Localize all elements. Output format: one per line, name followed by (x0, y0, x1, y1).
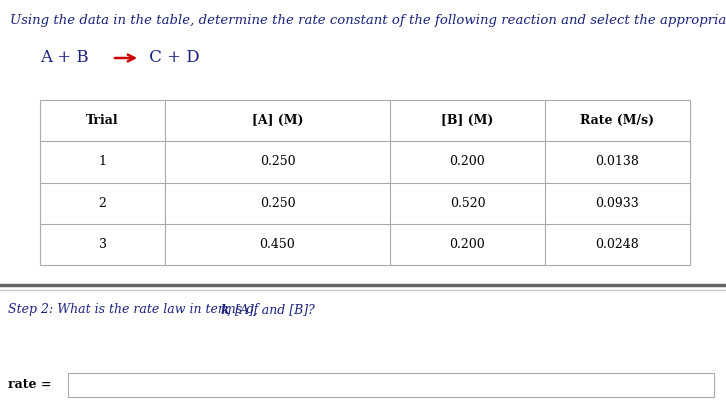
Text: 0.0248: 0.0248 (595, 238, 640, 251)
Bar (68, 373, 714, 397)
Text: 0.200: 0.200 (449, 155, 486, 168)
Text: 0.250: 0.250 (260, 155, 295, 168)
Text: 0.200: 0.200 (449, 238, 486, 251)
Text: , [A], and [B]?: , [A], and [B]? (227, 303, 315, 316)
Text: [A] (M): [A] (M) (252, 114, 303, 127)
Text: 3: 3 (99, 238, 107, 251)
Text: 0.520: 0.520 (449, 196, 485, 209)
Text: Using the data in the table, determine the rate constant of the following reacti: Using the data in the table, determine t… (10, 14, 726, 27)
Text: 2: 2 (99, 196, 107, 209)
Text: 0.450: 0.450 (260, 238, 295, 251)
Text: 0.250: 0.250 (260, 196, 295, 209)
Text: Step 2: What is the rate law in terms of: Step 2: What is the rate law in terms of (8, 303, 262, 316)
Text: 1: 1 (99, 155, 107, 168)
Text: C + D: C + D (144, 49, 200, 66)
Text: Rate (M/s): Rate (M/s) (581, 114, 655, 127)
Text: k: k (221, 303, 229, 316)
Text: [B] (M): [B] (M) (441, 114, 494, 127)
Text: 0.0933: 0.0933 (595, 196, 640, 209)
Text: rate =: rate = (8, 379, 52, 392)
Text: A + B: A + B (40, 49, 94, 66)
Bar (40, 100, 690, 265)
Text: 0.0138: 0.0138 (595, 155, 640, 168)
Text: Trial: Trial (86, 114, 119, 127)
